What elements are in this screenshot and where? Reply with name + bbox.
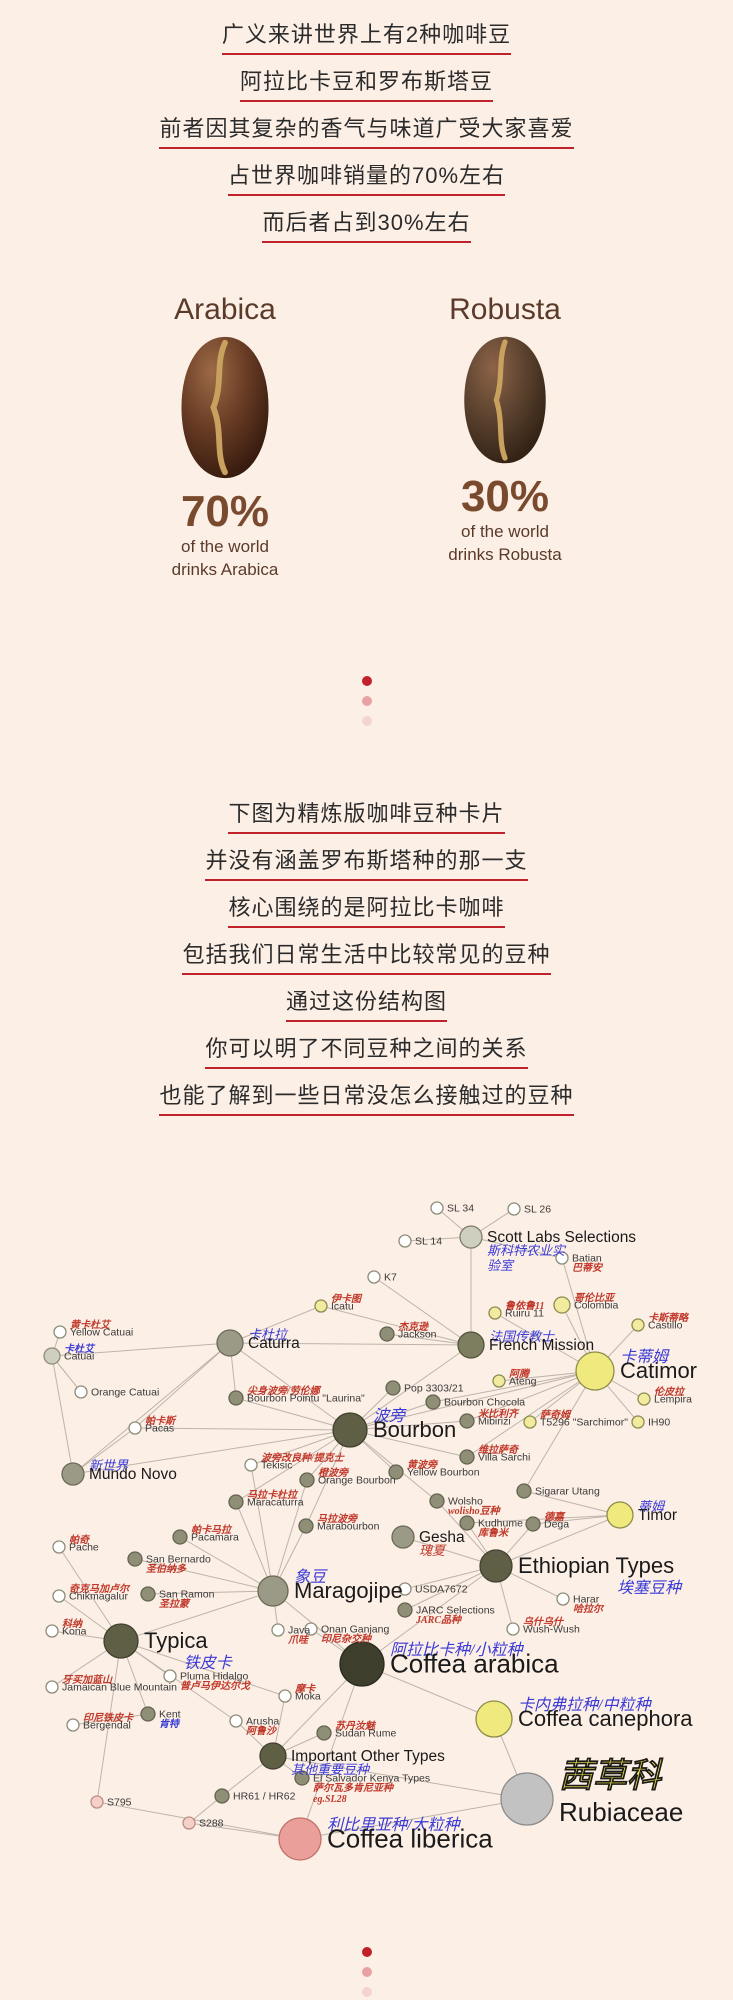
svg-text:Jackson: Jackson xyxy=(398,1329,437,1341)
svg-text:Pop 3303/21: Pop 3303/21 xyxy=(404,1383,464,1395)
svg-text:Wush-Wush: Wush-Wush xyxy=(523,1624,580,1636)
svg-text:Coffea arabica: Coffea arabica xyxy=(390,1648,559,1678)
svg-text:Mibirizi: Mibirizi xyxy=(478,1416,511,1428)
svg-text:Sigarar Utang: Sigarar Utang xyxy=(535,1486,600,1498)
svg-text:铁皮卡: 铁皮卡 xyxy=(184,1654,234,1672)
svg-text:圣伯纳多: 圣伯纳多 xyxy=(146,1563,187,1575)
svg-text:Dega: Dega xyxy=(544,1519,569,1531)
svg-text:S288: S288 xyxy=(199,1818,224,1830)
svg-text:验室: 验室 xyxy=(487,1258,515,1273)
svg-text:Ethiopian Types: Ethiopian Types xyxy=(518,1553,674,1578)
svg-text:Castillo: Castillo xyxy=(648,1320,683,1332)
svg-text:Rubiaceae: Rubiaceae xyxy=(559,1797,683,1827)
svg-text:普卢马伊达尔戈: 普卢马伊达尔戈 xyxy=(180,1680,252,1692)
svg-text:Yellow Catuai: Yellow Catuai xyxy=(70,1327,133,1339)
svg-text:库鲁米: 库鲁米 xyxy=(477,1527,510,1539)
svg-text:印尼杂交种: 印尼杂交种 xyxy=(321,1633,373,1645)
svg-text:Sudan Rume: Sudan Rume xyxy=(335,1728,396,1740)
svg-text:Ruiru 11: Ruiru 11 xyxy=(505,1308,544,1320)
svg-text:USDA7672: USDA7672 xyxy=(415,1584,468,1596)
svg-text:Lempira: Lempira xyxy=(654,1394,692,1406)
svg-text:瑰夏: 瑰夏 xyxy=(419,1543,447,1558)
svg-text:圣拉蒙: 圣拉蒙 xyxy=(159,1598,191,1610)
svg-text:SL 34: SL 34 xyxy=(447,1203,474,1215)
svg-text:Bergendal: Bergendal xyxy=(83,1720,131,1732)
svg-text:Mundo Novo: Mundo Novo xyxy=(89,1466,177,1483)
svg-text:T5296 "Sarchimor": T5296 "Sarchimor" xyxy=(540,1417,628,1429)
svg-text:Pacamara: Pacamara xyxy=(191,1532,239,1544)
svg-text:S795: S795 xyxy=(107,1797,132,1809)
svg-text:Catuai: Catuai xyxy=(64,1351,94,1363)
svg-text:Typica: Typica xyxy=(144,1628,208,1653)
svg-text:HR61 / HR62: HR61 / HR62 xyxy=(233,1791,296,1803)
svg-text:Bourbon Chocola: Bourbon Chocola xyxy=(444,1397,525,1409)
svg-text:SL 14: SL 14 xyxy=(415,1236,442,1248)
svg-text:Icatu: Icatu xyxy=(331,1301,354,1313)
svg-text:Orange Bourbon: Orange Bourbon xyxy=(318,1475,396,1487)
svg-text:IH90: IH90 xyxy=(648,1417,670,1429)
svg-text:JARC品种: JARC品种 xyxy=(415,1614,463,1626)
svg-text:Coffea canephora: Coffea canephora xyxy=(518,1706,693,1731)
svg-text:Pache: Pache xyxy=(69,1542,99,1554)
svg-text:巴蒂安: 巴蒂安 xyxy=(572,1262,604,1274)
svg-text:wolisho豆种: wolisho豆种 xyxy=(448,1505,502,1517)
svg-text:茜草科: 茜草科 xyxy=(559,1757,664,1795)
svg-text:Maragojipe: Maragojipe xyxy=(294,1578,403,1603)
svg-text:Pacas: Pacas xyxy=(145,1423,174,1435)
svg-text:Chikmagalur: Chikmagalur xyxy=(69,1591,128,1603)
svg-text:萨尔瓦多肯尼亚种: 萨尔瓦多肯尼亚种 xyxy=(313,1782,395,1794)
svg-text:Maracaturra: Maracaturra xyxy=(247,1497,304,1509)
svg-text:肯特: 肯特 xyxy=(159,1718,181,1730)
svg-text:Catimor: Catimor xyxy=(620,1358,697,1383)
svg-text:Orange Catuai: Orange Catuai xyxy=(91,1387,159,1399)
svg-text:French Mission: French Mission xyxy=(489,1337,594,1354)
svg-text:Bourbon Pointu "Laurina": Bourbon Pointu "Laurina" xyxy=(247,1393,365,1405)
svg-text:Moka: Moka xyxy=(295,1691,321,1703)
svg-text:埃塞豆种: 埃塞豆种 xyxy=(617,1579,683,1597)
svg-text:爪哇: 爪哇 xyxy=(287,1634,309,1646)
svg-text:SL 26: SL 26 xyxy=(524,1204,551,1216)
svg-text:哈拉尔: 哈拉尔 xyxy=(573,1603,605,1615)
svg-text:Villa Sarchi: Villa Sarchi xyxy=(478,1452,530,1464)
svg-text:Yellow Bourbon: Yellow Bourbon xyxy=(407,1467,480,1479)
svg-text:Colombia: Colombia xyxy=(574,1300,619,1312)
svg-text:斯科特农业实: 斯科特农业实 xyxy=(487,1243,567,1258)
svg-text:Tekisic: Tekisic xyxy=(261,1460,293,1472)
svg-text:阿鲁沙: 阿鲁沙 xyxy=(246,1725,277,1737)
svg-text:Kona: Kona xyxy=(62,1626,87,1638)
svg-text:eg.SL28: eg.SL28 xyxy=(313,1794,347,1805)
svg-text:Jamaican Blue Mountain: Jamaican Blue Mountain xyxy=(62,1682,177,1694)
svg-text:K7: K7 xyxy=(384,1272,397,1284)
svg-text:Timor: Timor xyxy=(638,1507,677,1524)
svg-text:Caturra: Caturra xyxy=(248,1335,300,1352)
svg-text:Coffea liberica: Coffea liberica xyxy=(327,1823,493,1853)
svg-text:Ateng: Ateng xyxy=(509,1376,537,1388)
svg-text:Bourbon: Bourbon xyxy=(373,1417,456,1442)
svg-text:Marabourbon: Marabourbon xyxy=(317,1521,380,1533)
